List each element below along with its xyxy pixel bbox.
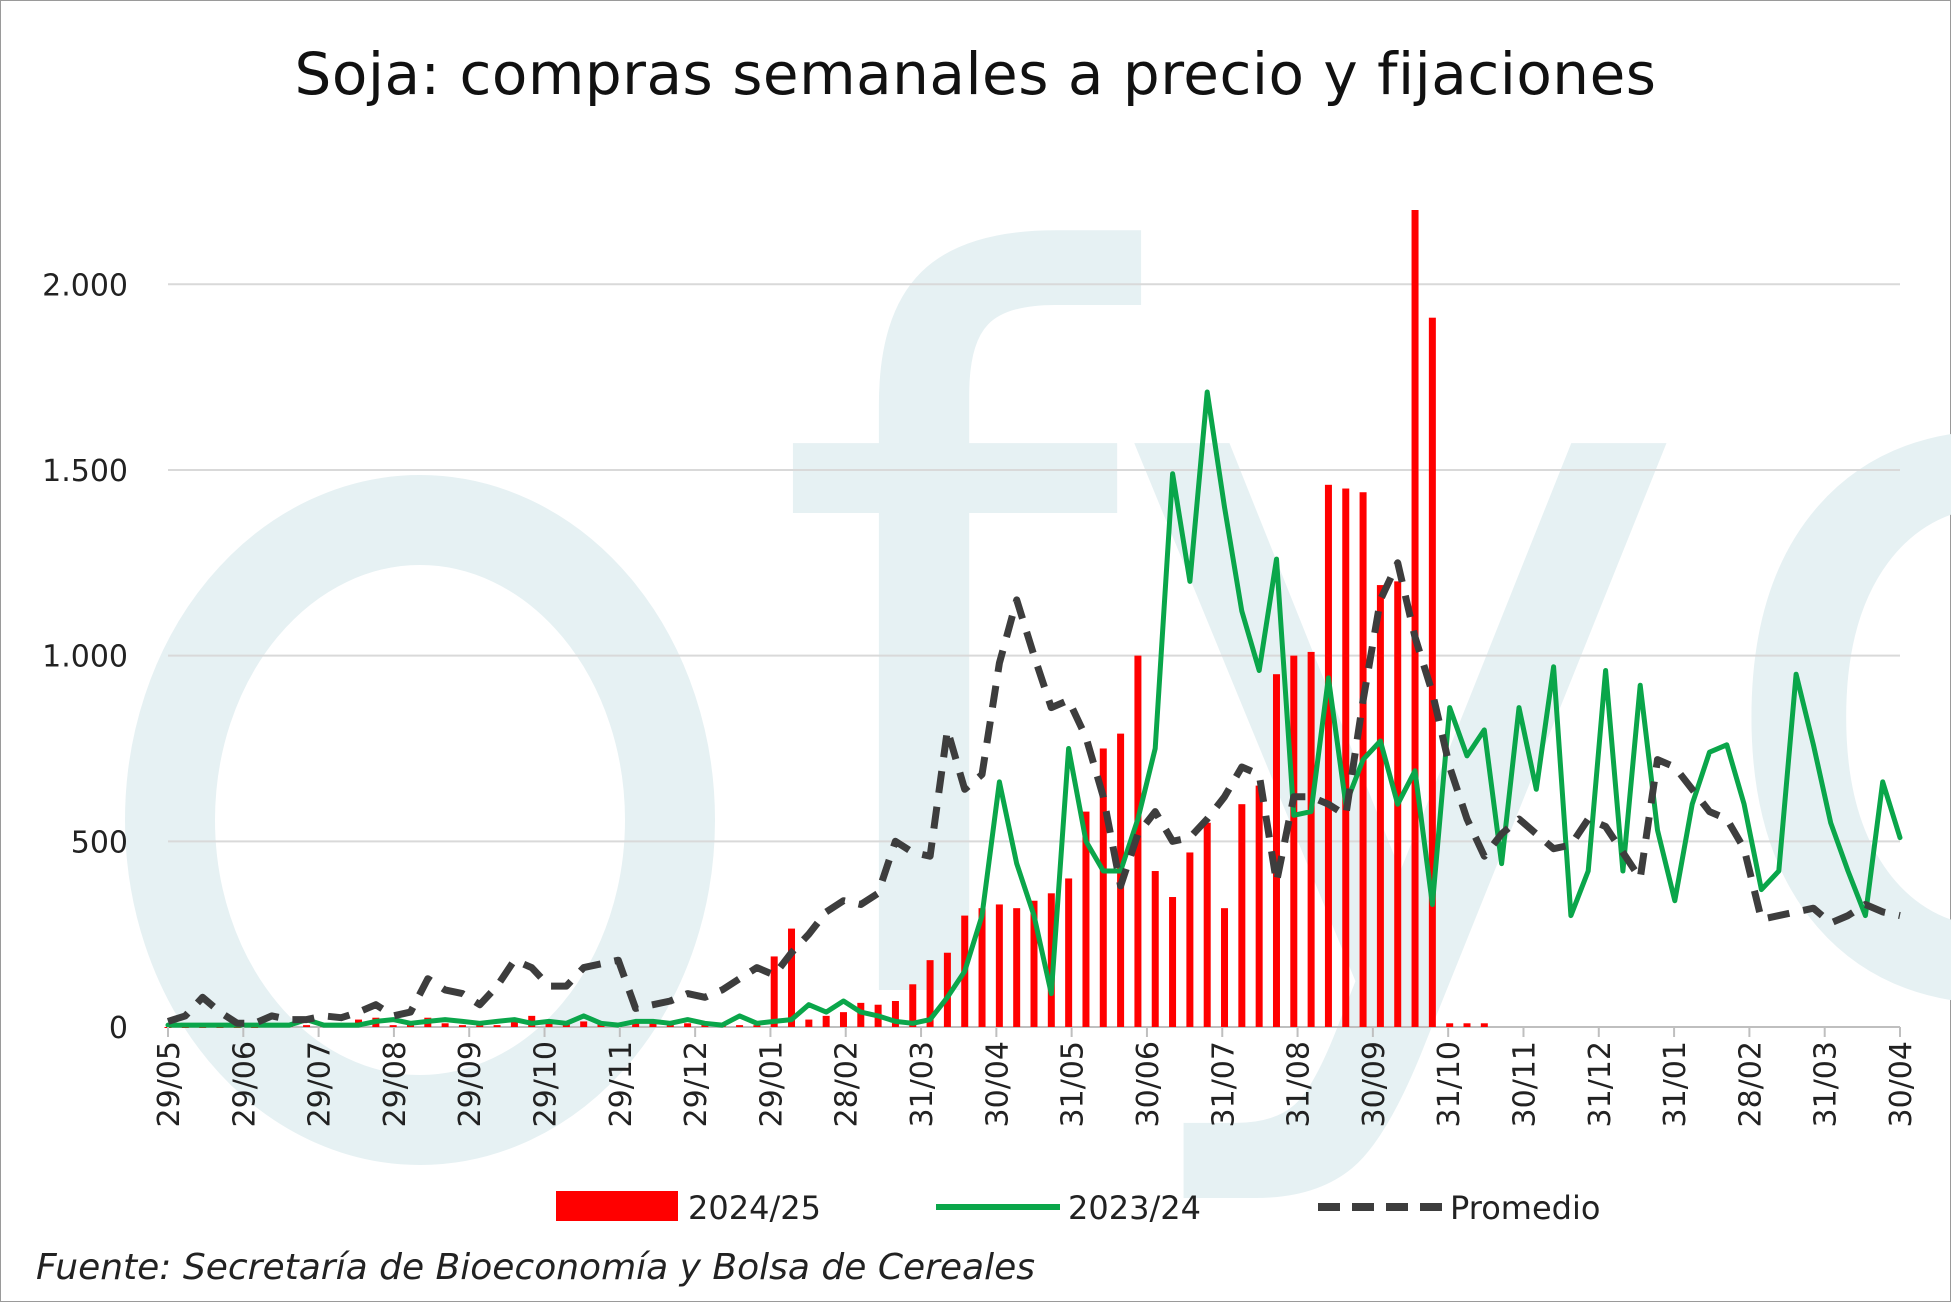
bar xyxy=(476,1025,484,1027)
line-2023-24 xyxy=(165,389,1903,1028)
bar xyxy=(1411,210,1419,1027)
y-tick-label: 0 xyxy=(109,1011,128,1046)
x-axis-ticks: 29/05 29/06 29/07 29/08 29/09 29/10 29/11 29/12… xyxy=(152,1027,1919,1127)
bar xyxy=(458,1025,466,1027)
bar xyxy=(995,904,1003,1027)
x-tick-label: 30/04 xyxy=(1884,1041,1919,1127)
y-tick-label: 1.000 xyxy=(42,640,128,675)
bar xyxy=(684,1023,692,1027)
x-tick-label: 31/07 xyxy=(1206,1041,1241,1127)
bar xyxy=(1463,1023,1471,1027)
bar xyxy=(545,1023,553,1027)
bar xyxy=(1030,900,1038,1027)
legend: 2024/25 2023/24 Promedio xyxy=(556,1189,1600,1227)
x-tick-label: 31/12 xyxy=(1583,1041,1618,1127)
bar xyxy=(1203,822,1211,1027)
x-tick-label: 29/12 xyxy=(679,1041,714,1127)
bar xyxy=(1151,871,1159,1027)
bar xyxy=(1324,484,1332,1027)
watermark-ring xyxy=(125,475,715,1165)
x-tick-label: 29/11 xyxy=(604,1041,639,1127)
bar xyxy=(1013,908,1021,1027)
bar xyxy=(1290,655,1298,1027)
bar xyxy=(736,1025,744,1027)
y-tick-label: 1.500 xyxy=(42,454,128,489)
bar xyxy=(822,1015,830,1027)
x-tick-label: 29/10 xyxy=(529,1041,564,1127)
bar xyxy=(493,1025,501,1027)
x-tick-label: 29/07 xyxy=(303,1041,338,1127)
bar xyxy=(510,1019,518,1027)
bar xyxy=(303,1025,311,1027)
bar xyxy=(926,960,934,1027)
bar xyxy=(1065,878,1073,1027)
bar xyxy=(909,984,917,1027)
bars-2024-25 xyxy=(164,210,1488,1028)
bar xyxy=(805,1019,813,1027)
x-tick-label: 30/06 xyxy=(1131,1041,1166,1127)
chart-title: Soja: compras semanales a precio y fijac… xyxy=(294,40,1657,108)
x-tick-label: 31/01 xyxy=(1658,1041,1693,1127)
x-tick-label: 29/01 xyxy=(754,1041,789,1127)
series-lines xyxy=(165,389,1903,1028)
legend-label-promedio: Promedio xyxy=(1450,1189,1600,1227)
y-tick-label: 500 xyxy=(71,825,128,860)
x-tick-label: 31/08 xyxy=(1282,1041,1317,1127)
bar xyxy=(1169,897,1177,1027)
bar xyxy=(839,1012,847,1027)
bar xyxy=(1342,488,1350,1028)
bar xyxy=(1082,811,1090,1027)
x-tick-label: 28/02 xyxy=(830,1041,865,1127)
bar xyxy=(441,1023,449,1027)
bar xyxy=(580,1021,588,1027)
x-tick-label: 29/06 xyxy=(227,1041,262,1127)
x-tick-label: 31/03 xyxy=(905,1041,940,1127)
bar xyxy=(1428,317,1436,1028)
legend-swatch-2024-25 xyxy=(556,1191,678,1221)
x-tick-label: 31/10 xyxy=(1432,1041,1467,1127)
bar xyxy=(788,928,796,1027)
bar xyxy=(753,1025,761,1027)
y-tick-label: 2.000 xyxy=(42,268,128,303)
bar xyxy=(978,908,986,1027)
x-tick-label: 30/09 xyxy=(1357,1041,1392,1127)
x-tick-label: 29/08 xyxy=(378,1041,413,1127)
bar xyxy=(1238,804,1246,1027)
line-promedio xyxy=(166,559,1901,1027)
source-note: Fuente: Secretaría de Bioeconomía y Bols… xyxy=(36,1247,1036,1288)
bar xyxy=(770,956,778,1027)
bar xyxy=(1376,585,1384,1027)
bar xyxy=(1272,674,1280,1027)
x-tick-label: 29/05 xyxy=(152,1041,187,1127)
bar xyxy=(1221,908,1229,1027)
bar xyxy=(1255,785,1263,1027)
bar xyxy=(389,1025,397,1027)
x-tick-label: 29/09 xyxy=(453,1041,488,1127)
bar xyxy=(1480,1023,1488,1027)
y-axis-ticks: 0 500 1.000 1.500 2.000 xyxy=(42,268,128,1046)
bar xyxy=(1099,748,1107,1027)
x-tick-label: 28/02 xyxy=(1733,1041,1768,1127)
x-tick-label: 30/04 xyxy=(980,1041,1015,1127)
bar xyxy=(1307,651,1315,1027)
x-tick-label: 31/03 xyxy=(1809,1041,1844,1127)
bar xyxy=(943,952,951,1027)
bar xyxy=(857,1002,865,1027)
x-tick-label: 31/05 xyxy=(1056,1041,1091,1127)
bar xyxy=(632,1021,640,1027)
x-tick-label: 30/11 xyxy=(1507,1041,1542,1127)
bar xyxy=(891,1001,899,1027)
bar xyxy=(1446,1023,1454,1027)
bar xyxy=(1186,852,1194,1027)
legend-label-2023-24: 2023/24 xyxy=(1068,1189,1201,1227)
legend-label-2024-25: 2024/25 xyxy=(688,1189,821,1227)
